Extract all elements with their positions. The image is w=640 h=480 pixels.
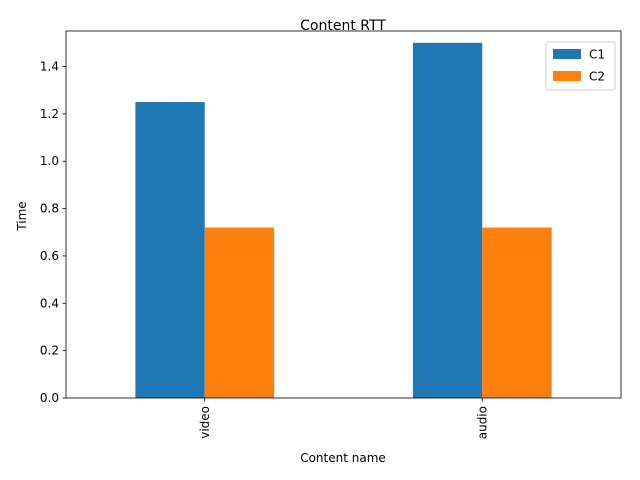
y-tick-label: 0.2 xyxy=(40,344,59,358)
y-tick-label: 0.6 xyxy=(40,249,59,263)
chart-title: Content RTT xyxy=(300,18,386,34)
legend-swatch-c2 xyxy=(553,71,581,81)
x-tick-label-audio: audio xyxy=(475,406,489,439)
y-tick-label: 0.4 xyxy=(40,296,59,310)
bar-c1-video xyxy=(135,102,205,398)
x-tick-label-video: video xyxy=(198,406,212,439)
y-tick-label: 0.8 xyxy=(40,202,59,216)
y-axis-label: Time xyxy=(15,201,29,231)
x-axis-label: Content name xyxy=(300,451,386,465)
bar-c1-audio xyxy=(412,42,483,399)
y-tick-label: 1.0 xyxy=(40,154,59,168)
legend: C1 C2 xyxy=(545,41,616,91)
bar-c2-video xyxy=(204,227,275,398)
y-tick-label: 0.0 xyxy=(40,391,59,405)
legend-swatch-c1 xyxy=(553,49,581,59)
legend-label-c2: C2 xyxy=(589,70,605,84)
axes-frame xyxy=(65,30,622,399)
y-tick-label: 1.4 xyxy=(40,60,59,74)
y-tick-label: 1.2 xyxy=(40,107,59,121)
legend-label-c1: C1 xyxy=(589,48,605,62)
plot-area: 0.0 0.2 0.4 0.6 0.8 1.0 1.2 1.4 video audio xyxy=(40,30,622,439)
bar-c2-audio xyxy=(482,227,552,398)
